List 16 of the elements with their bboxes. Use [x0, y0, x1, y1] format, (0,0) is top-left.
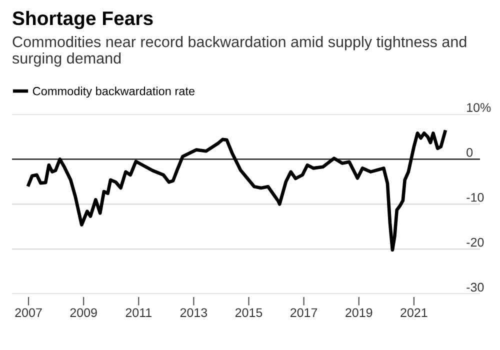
x-tick-label: 2015 [235, 308, 262, 318]
y-tick-label: -20 [466, 238, 484, 247]
x-tick-label: 2011 [126, 308, 152, 318]
y-tick-label: -30 [466, 282, 484, 292]
x-tick-label: 2021 [400, 308, 428, 318]
y-tick-label: 10% [467, 103, 491, 112]
x-tick-label: 2019 [346, 308, 372, 318]
y-tick-label: 0 [466, 148, 473, 157]
legend-label: Commodity backwardation rate [32, 86, 195, 98]
chart-subtitle: Commodities near record backwardation amid supply tightness and surging demand [12, 36, 466, 67]
chart-title: Shortage Fears [12, 10, 153, 30]
x-tick-label: 2007 [15, 308, 42, 318]
x-tick-label: 2013 [180, 308, 208, 318]
x-tick-label: 2009 [70, 308, 97, 318]
x-tick-label: 2017 [290, 308, 318, 318]
y-tick-label: -10 [466, 192, 484, 202]
